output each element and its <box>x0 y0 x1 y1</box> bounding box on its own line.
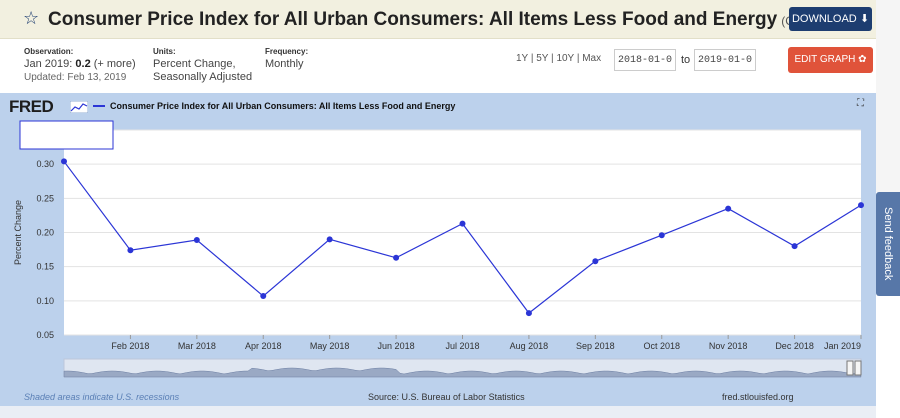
x-tick-label: Sep 2018 <box>576 341 615 351</box>
x-tick-label: Jul 2018 <box>445 341 479 351</box>
page-scrollbar[interactable] <box>876 0 900 192</box>
x-tick-label: Aug 2018 <box>510 341 549 351</box>
data-point <box>127 247 134 254</box>
observation-value: 0.2 <box>75 58 91 70</box>
frequency-label: Frequency: <box>265 47 309 56</box>
observation-more-link[interactable]: (+ more) <box>93 58 136 70</box>
gear-icon: ✿ <box>858 54 867 65</box>
x-tick-label: Nov 2018 <box>709 341 748 351</box>
data-point <box>459 220 466 227</box>
tooltip-box <box>19 120 114 150</box>
range-10y[interactable]: 10Y <box>556 53 575 64</box>
data-point <box>858 202 864 209</box>
y-tick-label: 0.15 <box>36 262 54 272</box>
download-button[interactable]: DOWNLOAD ⬇ <box>789 7 872 31</box>
x-tick-label: Jan 2019 <box>824 341 861 351</box>
data-point <box>393 254 400 261</box>
x-tick-label: Feb 2018 <box>111 341 149 351</box>
units-value-1: Percent Change, <box>153 58 236 70</box>
x-tick-label: Mar 2018 <box>178 341 216 351</box>
fullscreen-icon[interactable]: ⛶ <box>857 98 864 109</box>
observation-date: Jan 2019: <box>24 58 73 70</box>
x-tick-label: Apr 2018 <box>245 341 282 351</box>
data-point <box>725 205 732 212</box>
legend-label: Consumer Price Index for All Urban Consu… <box>110 101 456 111</box>
end-date-input[interactable] <box>694 49 756 71</box>
range-5y[interactable]: 5Y <box>536 53 549 64</box>
graph-panel: FRED Consumer Price Index for All Urban … <box>0 93 876 406</box>
units-label: Units: <box>153 47 176 56</box>
to-label: to <box>681 54 691 66</box>
star-icon[interactable]: ☆ <box>23 8 40 28</box>
line-chart: 0.050.100.150.200.250.300.35Feb 2018Mar … <box>13 120 864 378</box>
x-tick-label: Dec 2018 <box>775 341 814 351</box>
data-point <box>592 258 599 265</box>
page-title: Consumer Price Index for All Urban Consu… <box>48 9 846 31</box>
data-point <box>260 293 267 300</box>
send-feedback-tab[interactable]: Send feedback <box>876 192 900 296</box>
range-1y[interactable]: 1Y <box>516 53 529 64</box>
units-block: Units: Percent Change, Seasonally Adjust… <box>153 45 252 84</box>
graph-footer: Shaded areas indicate U.S. recessions So… <box>0 390 876 406</box>
x-tick-label: May 2018 <box>310 341 350 351</box>
frequency-value: Monthly <box>265 58 304 70</box>
legend-swatch <box>93 105 105 107</box>
navigator-handle-left <box>846 360 854 376</box>
y-axis-label: Percent Change <box>13 200 23 265</box>
edit-graph-button[interactable]: EDIT GRAPH ✿ <box>788 47 873 73</box>
observation-value-line: Jan 2019: 0.2 (+ more) <box>24 58 136 71</box>
recession-note: Shaded areas indicate U.S. recessions <box>24 392 180 402</box>
range-max[interactable]: Max <box>582 53 602 64</box>
download-icon: ⬇ <box>859 13 870 25</box>
navigator-series <box>63 367 862 378</box>
frequency-block: Frequency: Monthly <box>265 45 308 71</box>
y-tick-label: 0.30 <box>36 159 54 169</box>
download-label: DOWNLOAD <box>791 13 857 25</box>
range-selector: 1Y | 5Y | 10Y | Max <box>516 53 602 64</box>
x-tick-label: Oct 2018 <box>643 341 680 351</box>
series-title: Consumer Price Index for All Urban Consu… <box>48 9 778 30</box>
x-tick-label: Jun 2018 <box>378 341 415 351</box>
y-tick-label: 0.05 <box>36 330 54 340</box>
observation-block: Observation: Jan 2019: 0.2 (+ more) Upda… <box>24 45 136 84</box>
navigator-handle-right <box>854 360 862 376</box>
data-point <box>791 243 798 250</box>
page-bottom-strip <box>0 406 876 418</box>
data-point <box>658 232 665 239</box>
title-bar: ☆ Consumer Price Index for All Urban Con… <box>0 0 876 39</box>
fred-site-link[interactable]: fred.stlouisfed.org <box>722 392 794 402</box>
y-tick-label: 0.20 <box>36 228 54 238</box>
y-tick-label: 0.10 <box>36 296 54 306</box>
fred-logo: FRED <box>9 97 54 116</box>
updated-date: Updated: Feb 13, 2019 <box>24 72 127 83</box>
start-date-input[interactable] <box>614 49 676 71</box>
units-value-2: Seasonally Adjusted <box>153 71 253 83</box>
data-point <box>193 237 200 244</box>
edit-graph-label: EDIT GRAPH <box>794 54 856 65</box>
source-note: Source: U.S. Bureau of Labor Statistics <box>368 392 525 402</box>
observation-label: Observation: <box>24 47 74 56</box>
data-point <box>326 236 333 243</box>
fred-chart-icon <box>70 101 88 113</box>
series-meta: Observation: Jan 2019: 0.2 (+ more) Upda… <box>0 39 876 89</box>
data-point <box>525 310 532 317</box>
y-tick-label: 0.25 <box>36 193 54 203</box>
data-point <box>61 158 67 165</box>
